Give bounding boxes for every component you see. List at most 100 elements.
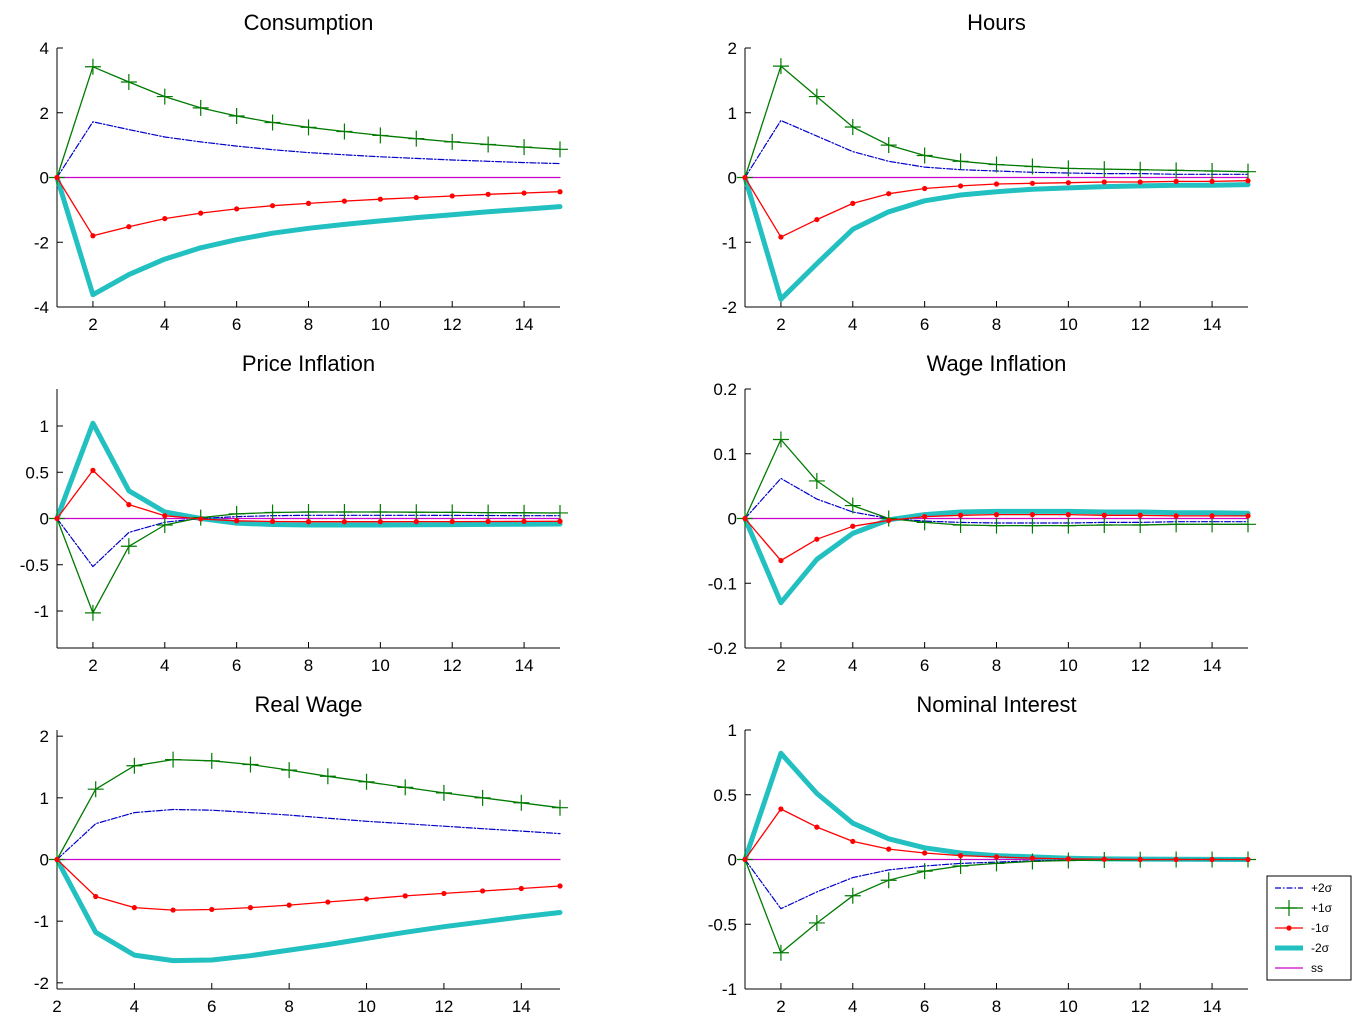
x-tick-label: 6 bbox=[232, 315, 241, 334]
y-tick-label: -2 bbox=[722, 298, 737, 317]
x-tick-label: 10 bbox=[1059, 997, 1078, 1016]
series-line-p1 bbox=[56, 758, 561, 861]
data-point-m1 bbox=[377, 519, 383, 525]
data-point-m1 bbox=[1137, 512, 1143, 518]
data-point-p1 bbox=[372, 127, 389, 144]
data-point-m1 bbox=[162, 513, 168, 519]
x-tick-label: 8 bbox=[284, 997, 293, 1016]
y-tick-label: 0 bbox=[728, 510, 737, 529]
data-point-m1 bbox=[1029, 512, 1036, 518]
data-point-m1 bbox=[557, 518, 563, 524]
data-point-m1 bbox=[886, 517, 892, 524]
data-point-m1 bbox=[363, 896, 370, 902]
data-point-p1 bbox=[408, 130, 425, 147]
data-point-m1 bbox=[1065, 180, 1071, 186]
data-point-m1 bbox=[449, 193, 455, 199]
data-point-m1 bbox=[993, 181, 1000, 187]
x-tick-label: 14 bbox=[515, 656, 534, 675]
data-point-p1 bbox=[1024, 158, 1041, 175]
series-line-m2 bbox=[54, 175, 563, 298]
data-point-p1 bbox=[444, 504, 461, 521]
x-tick-label: 12 bbox=[443, 315, 462, 334]
data-point-m1 bbox=[1029, 180, 1036, 186]
data-point-p1 bbox=[319, 768, 336, 785]
data-point-p1 bbox=[84, 58, 101, 75]
data-point-m1 bbox=[234, 518, 240, 524]
data-point-m1 bbox=[209, 906, 215, 913]
data-point-p1 bbox=[916, 147, 933, 164]
data-point-p1 bbox=[1096, 516, 1113, 533]
data-point-p1 bbox=[408, 504, 425, 521]
y-tick-label: 0 bbox=[728, 169, 737, 188]
data-point-m1 bbox=[957, 512, 964, 518]
x-tick-label: 10 bbox=[1059, 656, 1078, 675]
data-point-m1 bbox=[341, 519, 348, 525]
data-point-m1 bbox=[90, 467, 96, 473]
data-point-p1 bbox=[952, 153, 969, 170]
y-tick-label: 2 bbox=[728, 39, 737, 58]
data-point-m1 bbox=[1245, 513, 1251, 519]
data-point-m1 bbox=[54, 174, 60, 181]
data-point-m1 bbox=[922, 850, 928, 856]
data-point-m1 bbox=[1137, 856, 1143, 863]
data-point-m1 bbox=[1137, 179, 1143, 185]
data-point-p1 bbox=[156, 88, 173, 105]
panel-title: Real Wage bbox=[254, 692, 362, 717]
data-point-p1 bbox=[165, 751, 182, 768]
data-point-p1 bbox=[1240, 163, 1256, 180]
data-point-m1 bbox=[957, 853, 964, 859]
series-line-m2 bbox=[742, 750, 1251, 862]
data-point-m1 bbox=[814, 216, 820, 223]
y-tick-label: 2 bbox=[40, 104, 49, 123]
data-point-p1 bbox=[772, 431, 789, 448]
data-point-p1 bbox=[1204, 163, 1221, 180]
x-tick-label: 2 bbox=[88, 656, 97, 675]
x-tick-label: 4 bbox=[848, 656, 857, 675]
data-point-p1 bbox=[1168, 162, 1185, 179]
data-point-m1 bbox=[742, 174, 748, 181]
x-tick-label: 4 bbox=[130, 997, 139, 1016]
data-point-m1 bbox=[90, 233, 96, 239]
y-tick-label: -1 bbox=[34, 912, 49, 931]
x-tick-label: 6 bbox=[920, 315, 929, 334]
data-point-m1 bbox=[305, 200, 312, 206]
data-point-p1 bbox=[880, 137, 897, 154]
data-point-m1 bbox=[1101, 179, 1107, 185]
data-point-p1 bbox=[880, 872, 897, 889]
data-point-m1 bbox=[886, 191, 892, 197]
data-point-m1 bbox=[1065, 856, 1071, 862]
data-point-m1 bbox=[557, 189, 563, 195]
x-tick-label: 10 bbox=[371, 315, 390, 334]
x-tick-label: 4 bbox=[160, 656, 169, 675]
x-tick-label: 14 bbox=[1203, 997, 1222, 1016]
data-point-p1 bbox=[358, 773, 375, 790]
data-point-p1 bbox=[808, 914, 825, 931]
data-point-p1 bbox=[808, 88, 825, 105]
data-point-p1 bbox=[1060, 517, 1077, 534]
data-point-m1 bbox=[778, 234, 784, 240]
data-point-p1 bbox=[1204, 516, 1221, 533]
data-point-p1 bbox=[1132, 161, 1149, 178]
y-tick-label: 0 bbox=[728, 851, 737, 870]
data-point-p1 bbox=[952, 857, 969, 874]
series-line-m2 bbox=[742, 175, 1251, 302]
series-line-m2 bbox=[742, 508, 1251, 606]
data-point-m1 bbox=[1209, 513, 1215, 519]
y-tick-label: -0.5 bbox=[708, 915, 737, 934]
data-point-p1 bbox=[444, 133, 461, 150]
data-point-p1 bbox=[844, 887, 861, 904]
x-tick-label: 14 bbox=[1203, 315, 1222, 334]
data-point-p1 bbox=[1024, 517, 1041, 534]
data-point-m1 bbox=[850, 838, 856, 844]
data-point-p1 bbox=[772, 944, 789, 961]
series-line-p2 bbox=[56, 808, 561, 861]
x-tick-label: 8 bbox=[304, 315, 313, 334]
data-point-m1 bbox=[286, 902, 292, 908]
data-point-p1 bbox=[1240, 516, 1256, 533]
data-point-m1 bbox=[126, 502, 132, 508]
panel-title: Consumption bbox=[244, 10, 374, 35]
data-point-m1 bbox=[1209, 178, 1215, 184]
data-point-m1 bbox=[485, 518, 491, 525]
